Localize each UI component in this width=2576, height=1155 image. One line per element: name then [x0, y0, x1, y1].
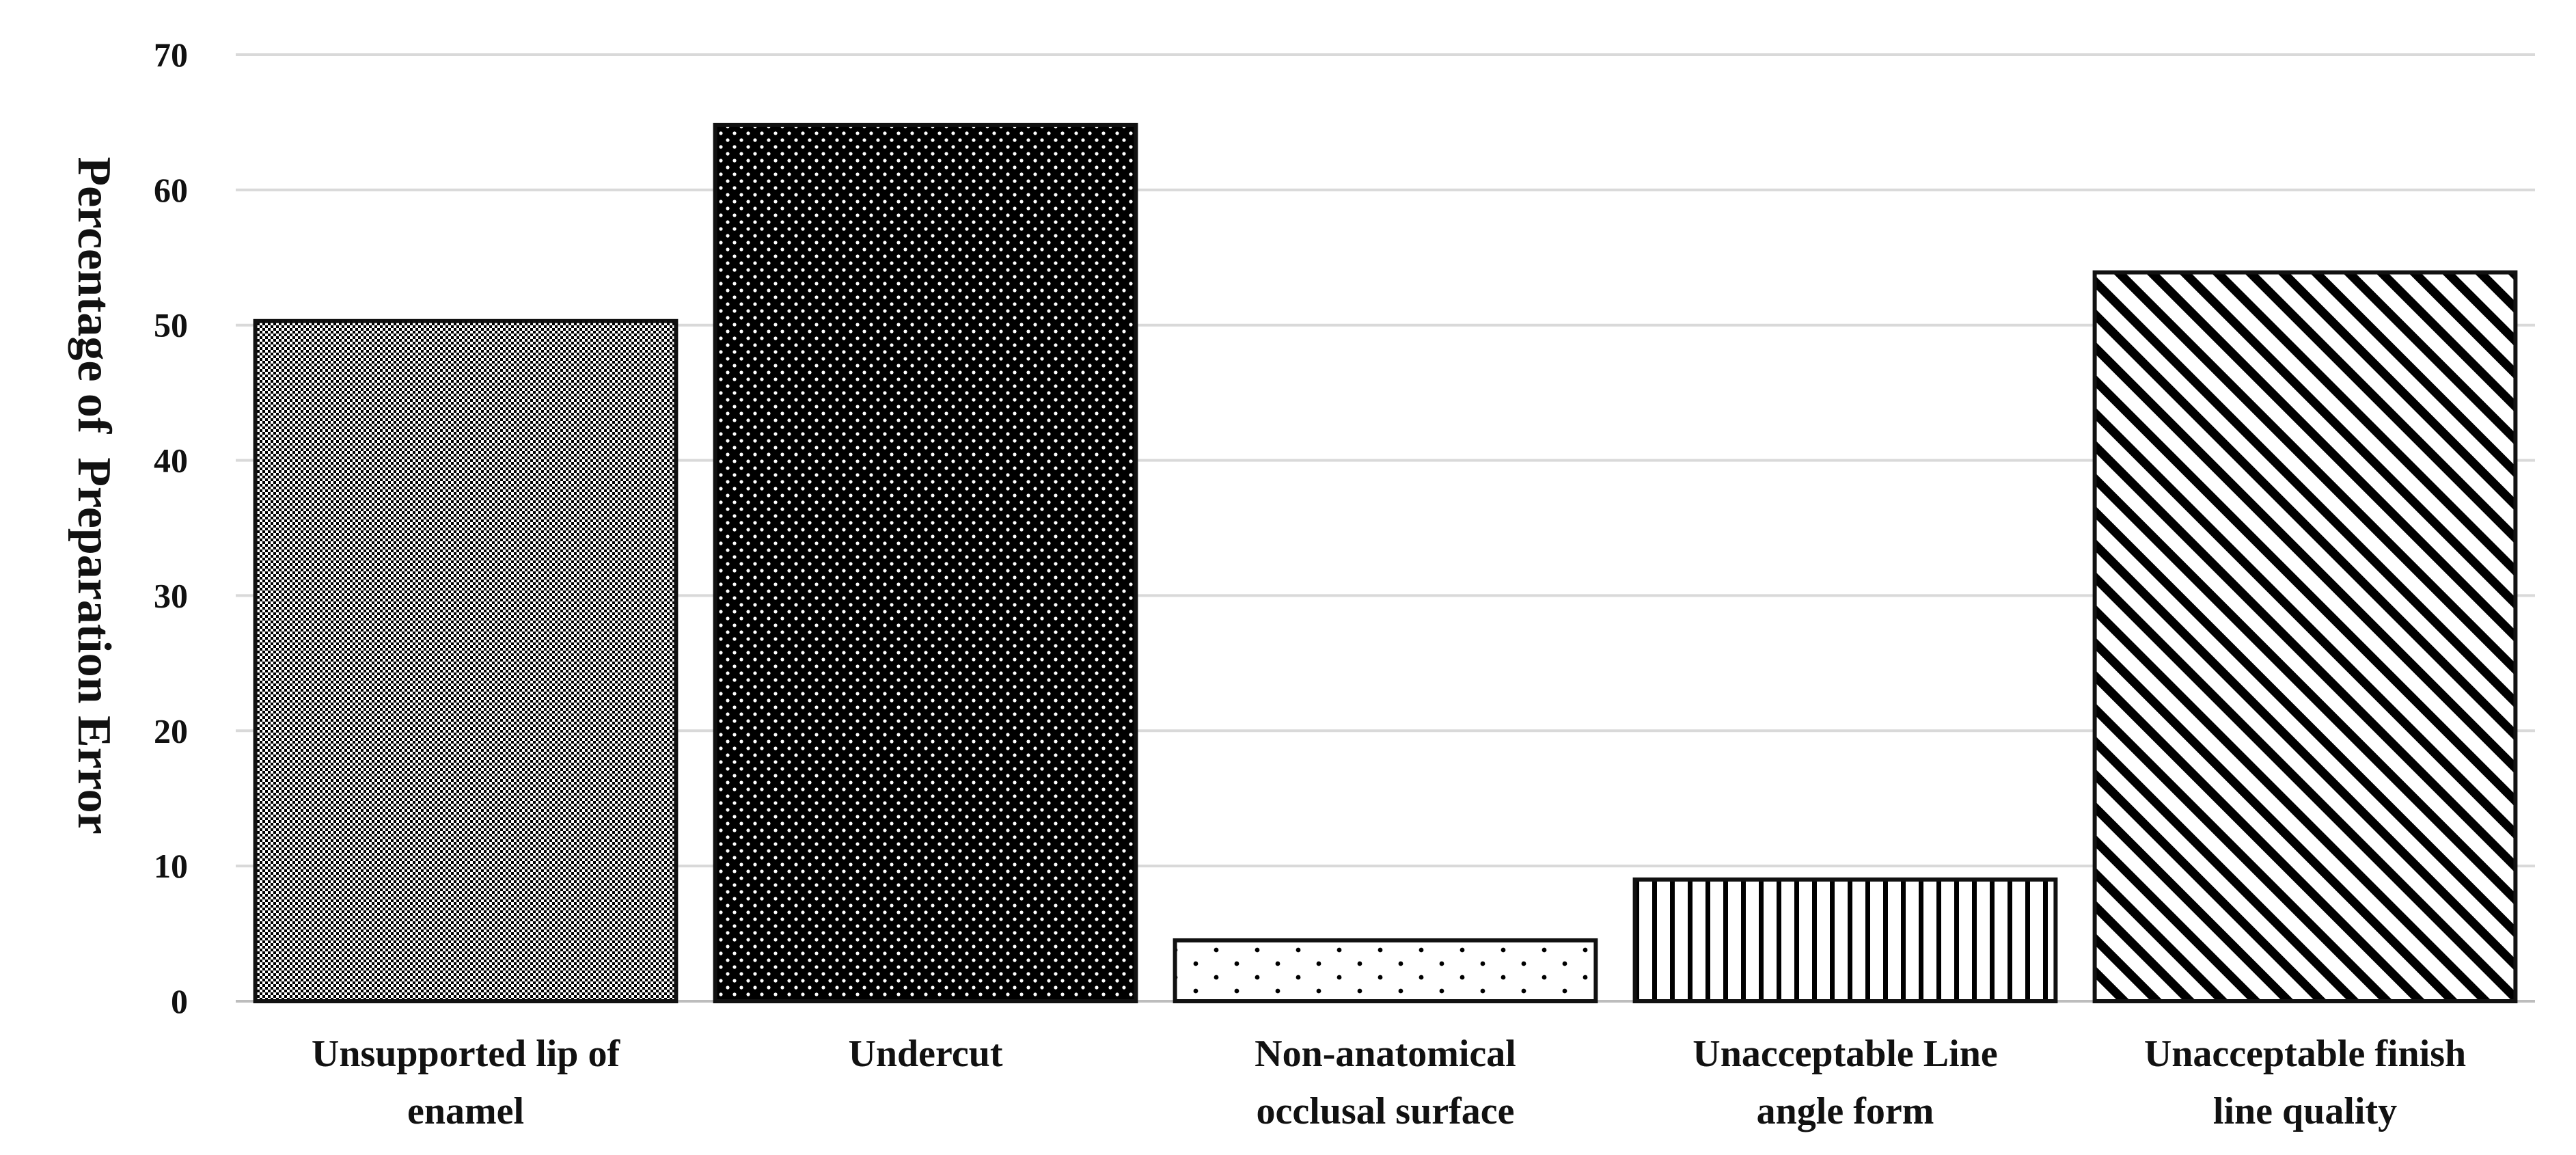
x-tick-label: Unsupported lip of enamel	[312, 1033, 621, 1132]
y-tick-label: 50	[154, 306, 188, 344]
x-tick-label: Unacceptable finish line quality	[2144, 1033, 2466, 1132]
x-tick-label: Non-anatomical occlusal surface	[1255, 1033, 1516, 1132]
y-tick-label: 10	[154, 847, 188, 885]
bar	[253, 318, 679, 1003]
x-tick-label-line: Unacceptable finish	[2144, 1033, 2466, 1075]
bar	[2092, 270, 2518, 1003]
x-tick-label-line: Non-anatomical	[1255, 1033, 1516, 1075]
y-tick-label: 40	[154, 441, 188, 480]
x-tick-label: Unacceptable Line angle form	[1693, 1033, 1997, 1132]
x-tick-label-line: occlusal surface	[1257, 1090, 1515, 1132]
y-tick-label: 30	[154, 576, 188, 614]
x-axis-labels: Unsupported lip of enamel Undercut Non-anat…	[312, 1033, 2466, 1132]
bar	[1632, 877, 2058, 1004]
bars	[253, 122, 2518, 1004]
y-tick-label: 20	[154, 711, 188, 750]
y-tick-label: 60	[154, 171, 188, 209]
x-tick-label-line: angle form	[1757, 1090, 1934, 1132]
bar	[1173, 938, 1598, 1003]
y-axis-ticks: 0 10 20 30 40 50 60 70	[154, 36, 188, 1020]
x-tick-label-line: Undercut	[848, 1033, 1002, 1075]
y-tick-label: 70	[154, 36, 188, 74]
y-tick-label: 0	[171, 982, 188, 1020]
x-tick-label-line: line quality	[2213, 1090, 2397, 1132]
bar	[713, 122, 1138, 1003]
x-tick-label-line: Unacceptable Line	[1693, 1033, 1997, 1075]
x-tick-label: Undercut	[848, 1033, 1002, 1075]
x-tick-label-line: enamel	[407, 1090, 524, 1132]
x-tick-label-line: Unsupported lip of	[312, 1033, 621, 1075]
y-axis-title: Percentage of Preparation Error	[68, 157, 120, 834]
